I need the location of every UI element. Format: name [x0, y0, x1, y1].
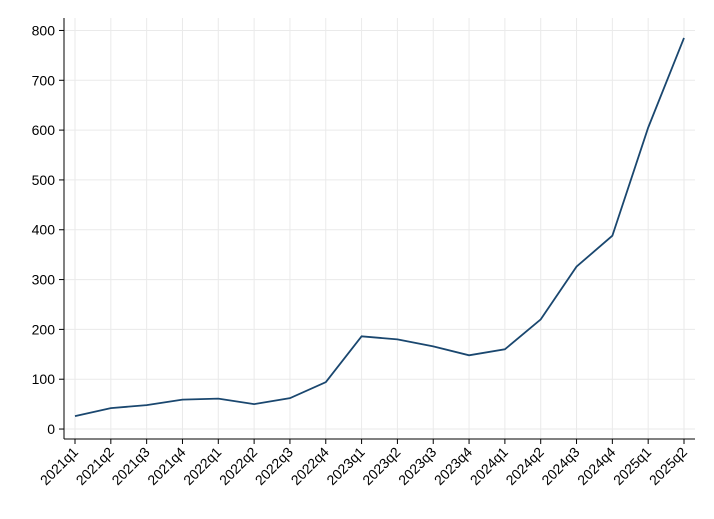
line-series — [74, 37, 685, 417]
y-tick-label: 300 — [32, 272, 56, 288]
y-tick-label: 0 — [47, 421, 55, 437]
y-tick-label: 600 — [32, 122, 56, 138]
y-tick-label: 500 — [32, 172, 56, 188]
y-tick-label: 700 — [32, 72, 56, 88]
y-tick-label: 200 — [32, 321, 56, 337]
y-tick-label: 400 — [32, 222, 56, 238]
y-tick-label: 800 — [32, 22, 56, 38]
y-tick-label: 100 — [32, 371, 56, 387]
